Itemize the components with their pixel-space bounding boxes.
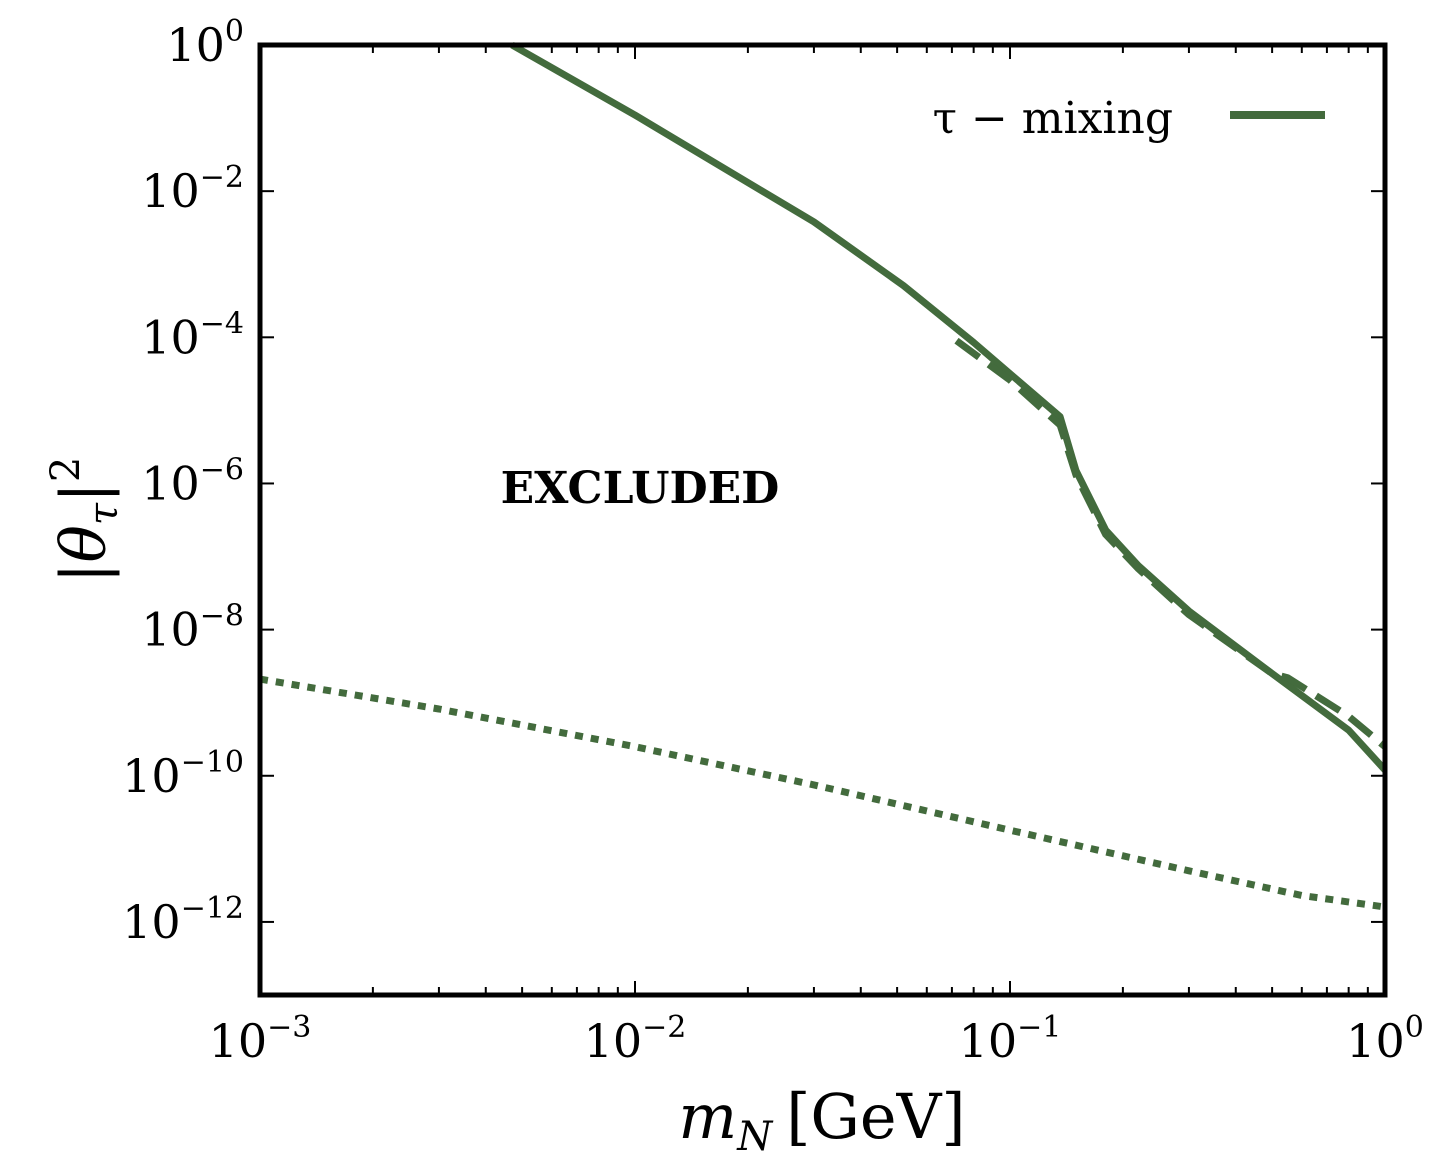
excluded-annotation: EXCLUDED	[501, 463, 780, 514]
x-axis-label: mN [GeV]	[678, 1080, 965, 1160]
x-tick-label: 10−1	[959, 1010, 1062, 1068]
x-tick-label: 10−2	[584, 1010, 687, 1068]
y-axis-label-sub: τ	[81, 502, 127, 525]
x-tick-label: 10−3	[209, 1010, 312, 1068]
y-tick-label: 10−2	[141, 160, 244, 218]
x-tick-label: 100	[1346, 1010, 1424, 1068]
y-axis-label: |θτ|2	[43, 457, 127, 584]
legend: τ − mixing	[933, 93, 1325, 144]
y-tick-label: 10−10	[122, 745, 244, 803]
minor-ticks	[371, 45, 1369, 995]
y-tick-label: 10−6	[141, 452, 244, 510]
series-layer	[259, 41, 1388, 911]
x-axis-label-sub: N	[736, 1114, 774, 1160]
y-tick-label: 10−8	[141, 599, 244, 657]
y-tick-label: 10−12	[122, 891, 244, 949]
legend-label: τ − mixing	[933, 93, 1173, 144]
plot-frame	[257, 42, 1388, 998]
y-axis-label-sup: 2	[43, 457, 89, 482]
major-ticks	[259, 44, 1386, 995]
x-tick-labels: 10−3 10−2 10−1 100	[209, 1010, 1424, 1068]
series-line-dashed	[954, 337, 1388, 750]
x-axis-label-main: m	[678, 1080, 737, 1153]
y-tick-labels: 100 10−2 10−4 10−6 10−8 10−10 10−12	[122, 14, 244, 949]
y-tick-label: 10−4	[141, 306, 244, 364]
y-axis-label-main: |θ	[47, 525, 120, 583]
y-axis-label-close: |	[47, 482, 120, 503]
y-tick-label: 100	[166, 14, 244, 72]
series-line-dotted	[259, 675, 1386, 911]
x-axis-label-unit: [GeV]	[786, 1080, 965, 1153]
